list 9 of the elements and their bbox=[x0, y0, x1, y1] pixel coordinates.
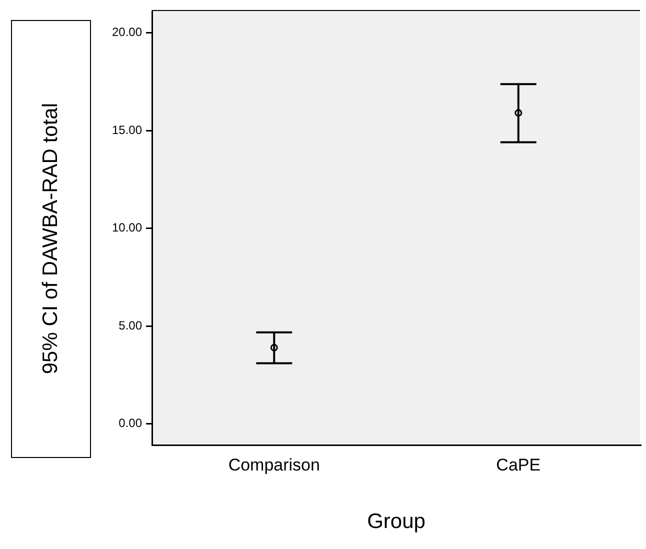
x-tick-label: Comparison bbox=[228, 455, 320, 474]
x-axis-title: Group bbox=[367, 510, 426, 534]
y-tick-label: 10.00 bbox=[112, 220, 142, 235]
y-axis-title: 95% CI of DAWBA-RAD total bbox=[39, 103, 63, 375]
y-tick-label: 20.00 bbox=[112, 25, 142, 40]
x-tick-label: CaPE bbox=[496, 455, 541, 474]
y-tick-label: 0.00 bbox=[118, 416, 142, 430]
y-tick-label: 15.00 bbox=[112, 122, 142, 137]
y-tick-label: 5.00 bbox=[118, 318, 142, 332]
